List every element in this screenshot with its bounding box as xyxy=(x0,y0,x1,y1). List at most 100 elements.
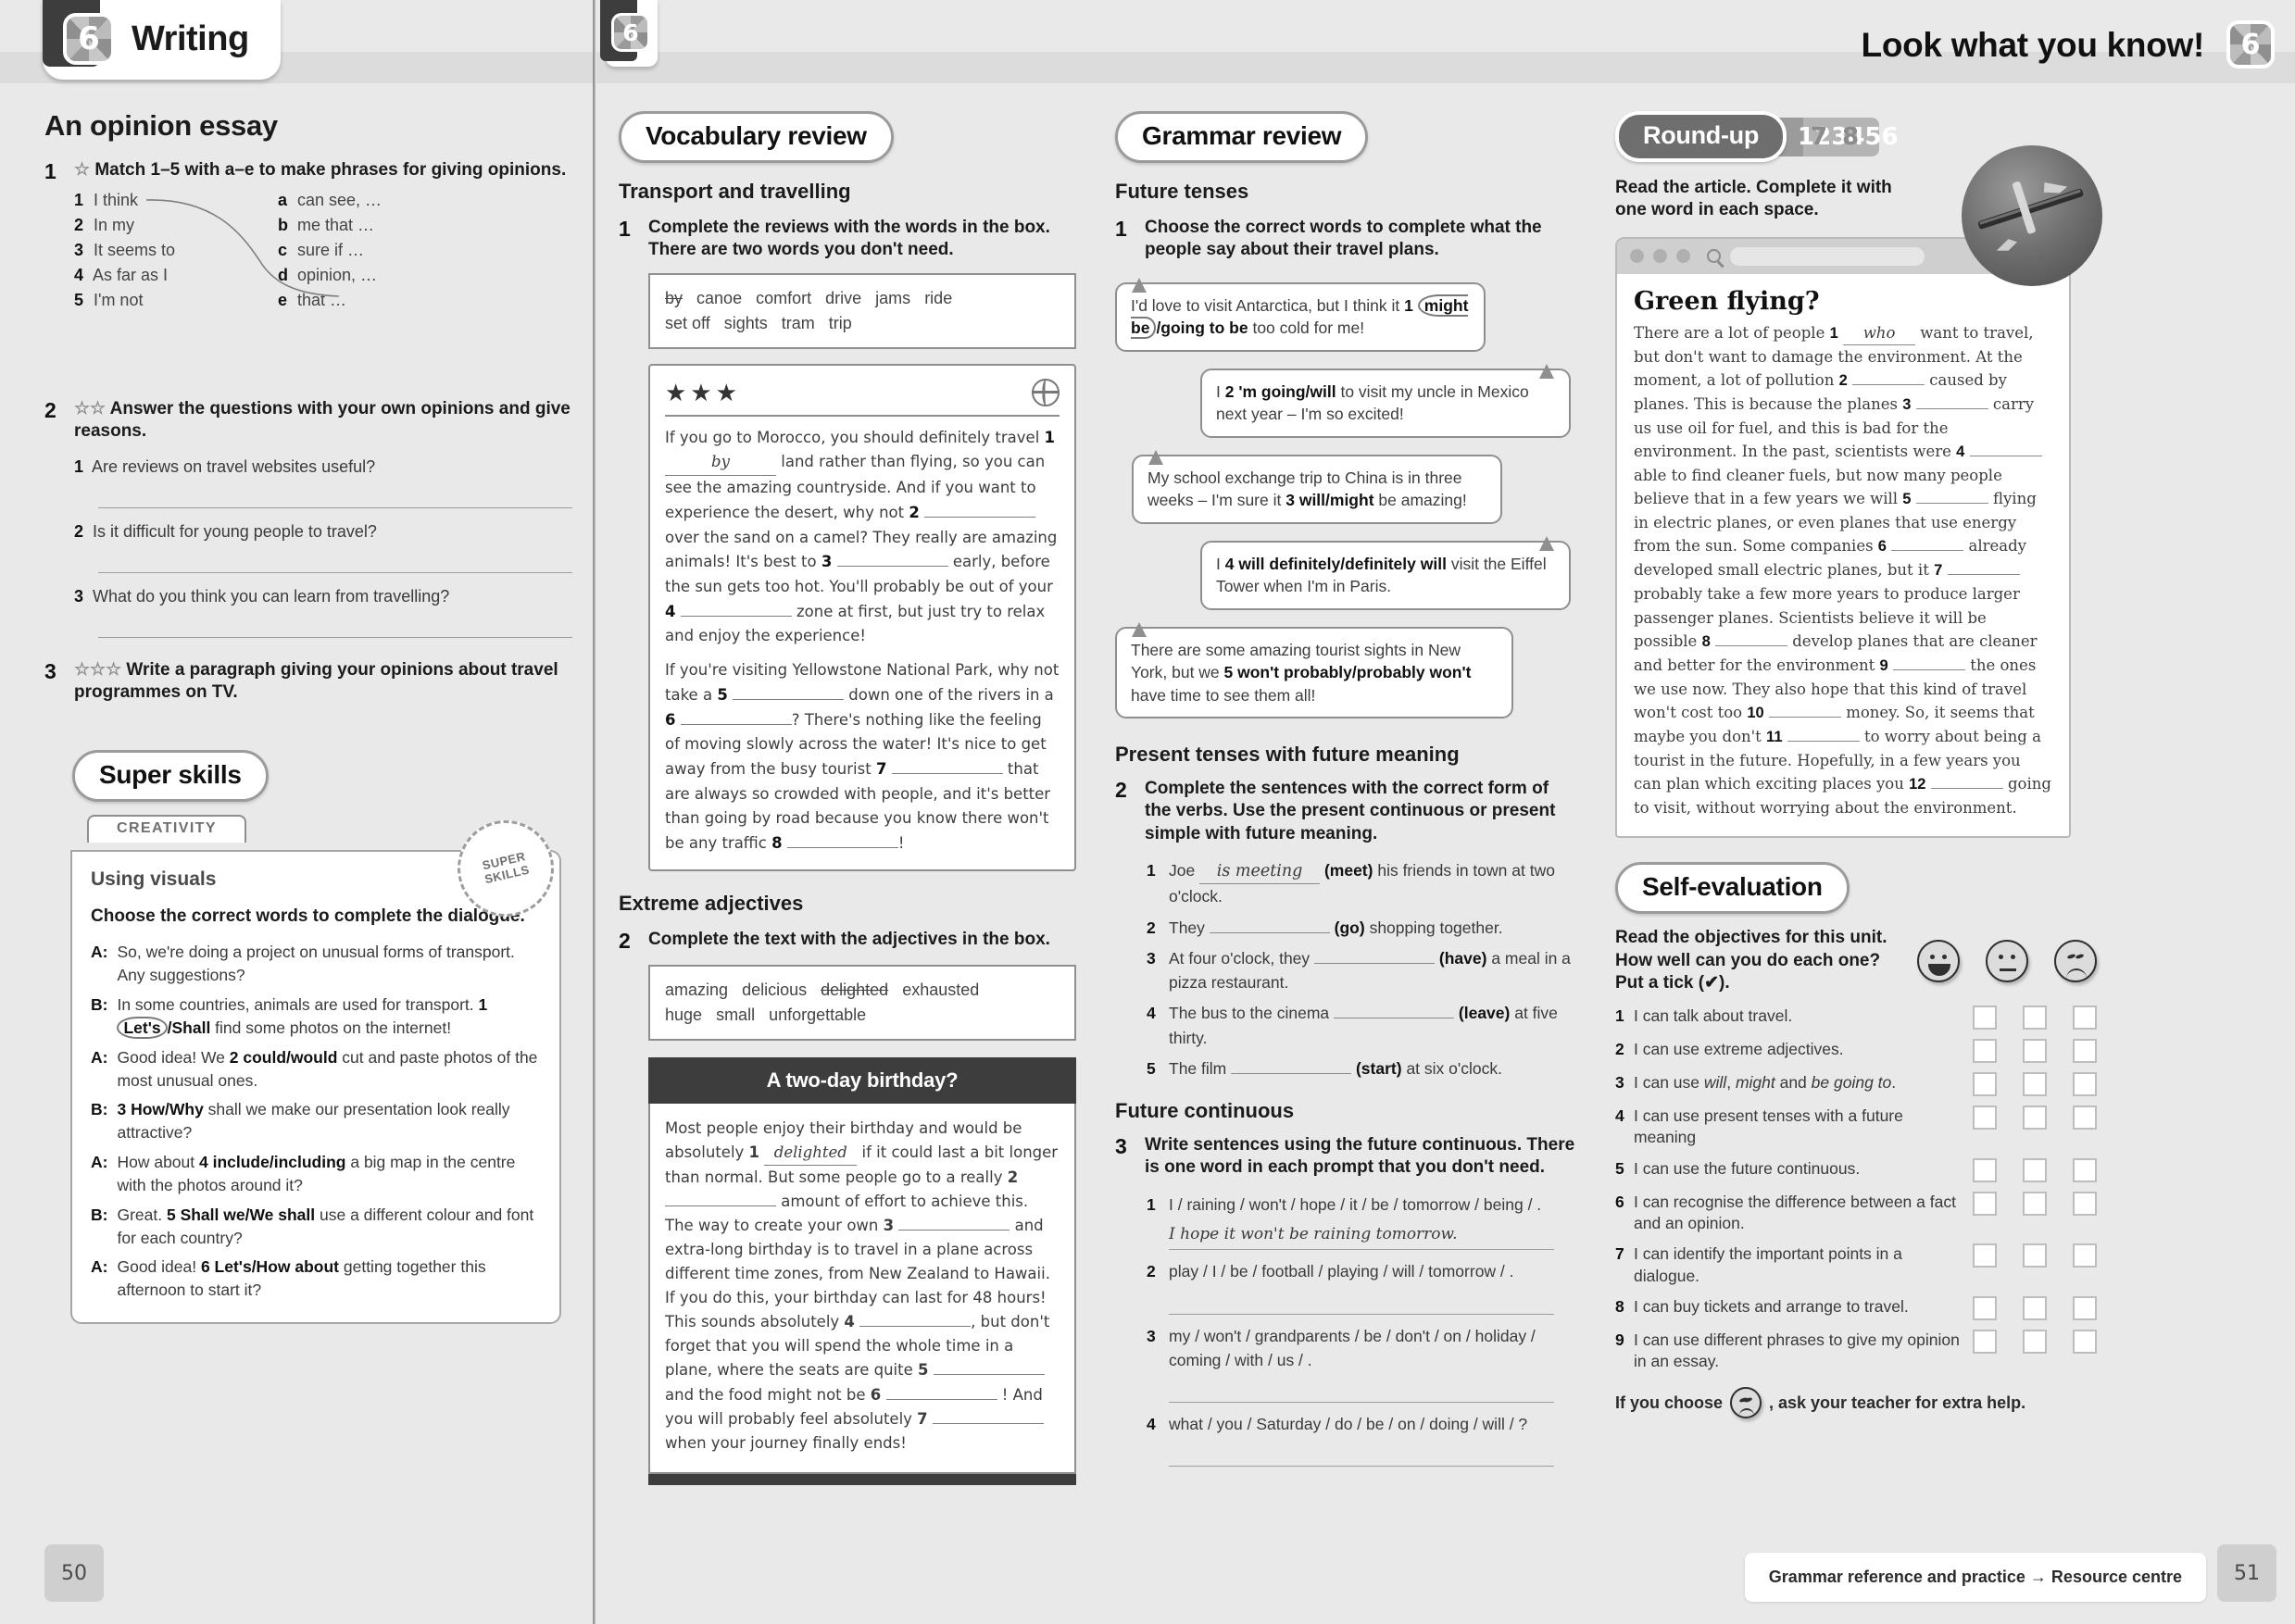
filled-blank[interactable]: is meeting xyxy=(1199,859,1321,885)
empty-blank[interactable] xyxy=(1209,931,1330,933)
rating-checkbox-happy[interactable] xyxy=(1973,1106,1997,1131)
empty-gap[interactable] xyxy=(1930,788,2003,790)
empty-gap[interactable] xyxy=(1787,740,1860,742)
rating-checkbox-neutral[interactable] xyxy=(2023,1191,2047,1216)
empty-gap[interactable] xyxy=(859,1326,972,1328)
rating-checkbox-happy[interactable] xyxy=(1973,1157,1997,1182)
empty-gap[interactable] xyxy=(1915,407,1988,409)
rating-checkbox-neutral[interactable] xyxy=(2023,1106,2047,1131)
match-right-item[interactable]: a can see, … xyxy=(278,191,382,210)
rating-checkbox-neutral[interactable] xyxy=(2023,1329,2047,1354)
filled-gap[interactable]: by xyxy=(665,450,776,477)
empty-gap[interactable] xyxy=(1715,644,1787,646)
word-chip[interactable]: amazing xyxy=(665,980,729,999)
address-bar[interactable] xyxy=(1730,246,1925,266)
match-right-item[interactable]: c sure if … xyxy=(278,241,365,260)
rating-checkbox-happy[interactable] xyxy=(1973,1243,1997,1268)
word-chip[interactable]: huge xyxy=(665,1005,703,1024)
circled-answer[interactable]: Let's xyxy=(117,1016,168,1039)
unit-dot[interactable]: 3 xyxy=(1831,122,1849,151)
prompt-answer-line[interactable] xyxy=(1169,1379,1554,1404)
filled-gap[interactable]: who xyxy=(1843,321,1916,345)
unit-tab-writing[interactable]: 6 Writing xyxy=(43,0,281,80)
rating-checkbox-happy[interactable] xyxy=(1973,1006,1997,1031)
empty-gap[interactable] xyxy=(1768,716,1841,718)
word-chip[interactable]: sights xyxy=(723,313,768,332)
match-left-item[interactable]: 3 It seems to xyxy=(74,241,176,260)
unit-dot[interactable]: 7 xyxy=(1811,122,1828,151)
rating-checkbox-happy[interactable] xyxy=(1973,1039,1997,1064)
empty-gap[interactable] xyxy=(924,516,1036,518)
rating-checkbox-neutral[interactable] xyxy=(2023,1039,2047,1064)
word-chip[interactable]: set off xyxy=(665,313,710,332)
empty-gap[interactable] xyxy=(1947,574,2020,576)
unit-dot[interactable]: 2 xyxy=(1814,122,1832,151)
unit-dot[interactable]: 5 xyxy=(1864,122,1882,151)
word-chip[interactable]: small xyxy=(716,1005,756,1024)
empty-gap[interactable] xyxy=(1891,550,1964,552)
rating-checkbox-sad[interactable] xyxy=(2073,1106,2097,1131)
word-chip[interactable]: drive xyxy=(825,288,862,307)
window-dot-icon[interactable] xyxy=(1676,249,1690,264)
prompt-answer-line[interactable] xyxy=(1169,1443,1554,1468)
window-dot-icon[interactable] xyxy=(1630,249,1644,264)
window-dot-icon[interactable] xyxy=(1653,249,1667,264)
empty-blank[interactable] xyxy=(1314,962,1436,964)
match-right-item[interactable]: d opinion, … xyxy=(278,266,378,285)
empty-gap[interactable] xyxy=(680,615,792,617)
word-chip[interactable]: jams xyxy=(875,288,911,307)
empty-gap[interactable] xyxy=(891,772,1003,774)
unit-dot[interactable]: 4 xyxy=(1848,122,1865,151)
answer-line[interactable] xyxy=(98,610,572,638)
unit-dot[interactable]: 8 xyxy=(1842,122,1860,151)
prompt-answer-line[interactable] xyxy=(1169,1291,1554,1315)
match-left-item[interactable]: 2 In my xyxy=(74,216,135,235)
circled-answer[interactable]: might be xyxy=(1131,294,1469,340)
rating-checkbox-sad[interactable] xyxy=(2073,1039,2097,1064)
empty-gap[interactable] xyxy=(680,723,792,725)
word-chip[interactable]: unforgettable xyxy=(769,1005,867,1024)
rating-checkbox-neutral[interactable] xyxy=(2023,1157,2047,1182)
word-chip[interactable]: trip xyxy=(828,313,852,332)
unit-tab-right[interactable]: 6 xyxy=(600,0,658,67)
word-chip[interactable]: tram xyxy=(781,313,815,332)
rating-checkbox-neutral[interactable] xyxy=(2023,1006,2047,1031)
empty-gap[interactable] xyxy=(933,1374,1045,1376)
empty-gap[interactable] xyxy=(836,566,948,568)
word-chip[interactable]: exhausted xyxy=(902,980,980,999)
filled-gap[interactable]: delighted xyxy=(764,1141,858,1166)
answer-line[interactable] xyxy=(98,545,572,573)
unit-dot[interactable]: 6 xyxy=(1881,122,1899,151)
rating-checkbox-sad[interactable] xyxy=(2073,1006,2097,1031)
rating-checkbox-sad[interactable] xyxy=(2073,1157,2097,1182)
rating-checkbox-sad[interactable] xyxy=(2073,1243,2097,1268)
rating-checkbox-sad[interactable] xyxy=(2073,1329,2097,1354)
word-chip[interactable]: ride xyxy=(924,288,953,307)
match-left-item[interactable]: 1 I think xyxy=(74,191,139,210)
rating-checkbox-sad[interactable] xyxy=(2073,1191,2097,1216)
rating-checkbox-neutral[interactable] xyxy=(2023,1295,2047,1320)
empty-gap[interactable] xyxy=(1852,383,1925,385)
word-chip[interactable]: canoe xyxy=(696,288,743,307)
match-right-item[interactable]: b me that … xyxy=(278,216,375,235)
rating-checkbox-happy[interactable] xyxy=(1973,1295,1997,1320)
word-chip[interactable]: delicious xyxy=(742,980,808,999)
search-icon[interactable] xyxy=(1707,249,1721,264)
empty-gap[interactable] xyxy=(1892,668,1965,670)
rating-checkbox-happy[interactable] xyxy=(1973,1329,1997,1354)
rating-checkbox-happy[interactable] xyxy=(1973,1072,1997,1097)
rating-checkbox-neutral[interactable] xyxy=(2023,1243,2047,1268)
rating-checkbox-neutral[interactable] xyxy=(2023,1072,2047,1097)
empty-blank[interactable] xyxy=(1231,1072,1352,1074)
answer-line[interactable] xyxy=(98,481,572,508)
word-chip[interactable]: comfort xyxy=(756,288,812,307)
match-right-item[interactable]: e that … xyxy=(278,291,347,310)
empty-gap[interactable] xyxy=(786,847,898,849)
match-left-item[interactable]: 5 I'm not xyxy=(74,291,144,310)
prompt-answer[interactable]: I hope it won't be raining tomorrow. xyxy=(1169,1223,1554,1251)
rating-checkbox-sad[interactable] xyxy=(2073,1295,2097,1320)
rating-checkbox-sad[interactable] xyxy=(2073,1072,2097,1097)
rating-checkbox-happy[interactable] xyxy=(1973,1191,1997,1216)
unit-dot[interactable]: 1 xyxy=(1798,122,1815,151)
empty-gap[interactable] xyxy=(932,1422,1044,1424)
